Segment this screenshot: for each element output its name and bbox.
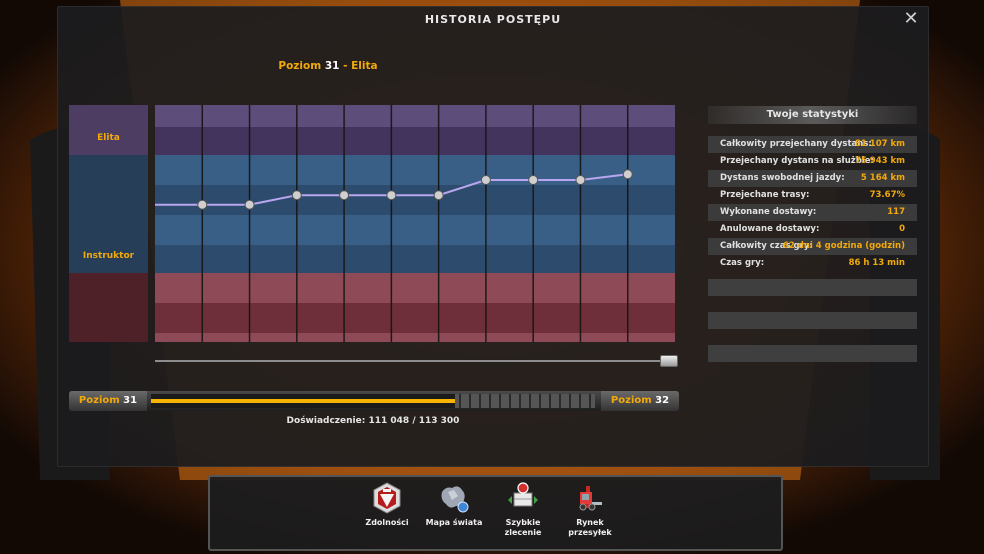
nav-freight-market[interactable]: Rynek przesyłek	[555, 480, 625, 538]
chart-data-point	[575, 175, 586, 185]
next-level-prefix: Poziom	[610, 395, 652, 406]
stat-value: 62 dni 4 godzina (godzin)	[783, 241, 905, 251]
experience-progress-bar: Poziom 31 Poziom 32	[69, 391, 679, 411]
skills-icon	[373, 482, 401, 514]
stat-value: 117	[887, 207, 905, 217]
stat-label: Przejechane trasy:	[720, 190, 810, 200]
stat-row: Całkowity czas gry: 62 dni 4 godzina (god…	[708, 238, 917, 255]
statistics-header: Twoje statystyki	[708, 106, 917, 124]
rank-band-instruktor	[69, 155, 148, 273]
current-level-prefix: Poziom	[78, 395, 120, 406]
stat-label: Dystans swobodnej jazdy:	[720, 173, 845, 183]
bottom-nav-bar	[208, 475, 783, 551]
chart-band-stripe	[155, 127, 675, 155]
nav-quick-job[interactable]: Szybkie zlecenie	[488, 480, 558, 538]
world-map-icon	[441, 486, 469, 513]
stat-empty-row	[708, 312, 917, 329]
statistics-rows: Całkowity przejechany dystans: 81 107 km P…	[708, 136, 917, 272]
chart-data-point	[291, 190, 302, 201]
close-icon[interactable]: ✕	[903, 8, 919, 29]
progress-fill	[151, 394, 456, 408]
stat-label: Wykonane dostawy:	[720, 207, 817, 217]
chart-data-point	[480, 175, 491, 185]
chart-data-point	[197, 199, 208, 210]
stat-row: Przejechany dystans na służbie: 75 943 km	[708, 153, 917, 170]
chart-band-stripe	[155, 185, 675, 215]
chart-band-stripe	[155, 273, 675, 303]
chart-data-point	[244, 199, 255, 210]
stat-row: Anulowane dostawy: 0	[708, 221, 917, 238]
stat-label: Przejechany dystans na służbie:	[720, 156, 874, 166]
next-level-number: 32	[655, 395, 670, 406]
rank-name: - Elita	[343, 60, 378, 72]
current-level-number: 31	[123, 395, 138, 406]
chart-data-point	[528, 175, 539, 185]
window-title: HISTORIA POSTĘPU	[424, 13, 562, 26]
chart-band-stripe	[155, 105, 675, 127]
progress-track	[151, 394, 595, 408]
nav-world-map[interactable]: Mapa świata	[419, 480, 489, 528]
nav-skills[interactable]: Zdolności	[352, 480, 422, 528]
stat-row: Dystans swobodnej jazdy: 5 164 km	[708, 170, 917, 187]
chart-band-stripe	[155, 333, 675, 342]
nav-quick-job-label: Szybkie zlecenie	[504, 518, 542, 537]
stat-empty-row	[708, 279, 917, 296]
nav-world-map-label: Mapa świata	[425, 518, 483, 527]
statistics-panel: Twoje statystyki Całkowity przejechany d…	[708, 106, 917, 362]
chart-data-point	[433, 190, 444, 201]
stat-value: 75 943 km	[855, 156, 905, 166]
level-number: 31	[324, 60, 340, 72]
stat-value: 86 h 13 min	[848, 258, 905, 268]
chart-band-stripe	[155, 245, 675, 273]
stat-value: 5 164 km	[860, 173, 905, 183]
chart-data-point	[386, 190, 397, 201]
chart-band-stripe	[155, 215, 675, 245]
stat-row: Wykonane dostawy: 117	[708, 204, 917, 221]
stat-value: 0	[899, 224, 905, 234]
chart-scroll-thumb[interactable]	[660, 355, 678, 367]
stat-empty-row	[708, 345, 917, 362]
quick-job-icon	[508, 482, 538, 507]
stat-row: Całkowity przejechany dystans: 81 107 km	[708, 136, 917, 153]
chart-band-stripe	[155, 303, 675, 333]
rank-column: Elita Instruktor	[69, 105, 148, 342]
chart-band-stripe	[155, 155, 675, 185]
level-prefix: Poziom	[278, 60, 322, 72]
current-level-cap: Poziom 31	[69, 391, 147, 411]
experience-text: Doświadczenie: 111 048 / 113 300	[286, 416, 460, 426]
next-level-cap: Poziom 32	[601, 391, 679, 411]
level-heading: Poziom 31 - Elita	[58, 60, 598, 72]
stat-label: Całkowity czas gry:	[720, 241, 813, 251]
nav-freight-market-label: Rynek przesyłek	[568, 518, 612, 537]
progress-chart: 155156157158159160161162163164	[155, 105, 675, 342]
stat-label: Czas gry:	[720, 258, 765, 268]
stat-label: Całkowity przejechany dystans:	[720, 139, 872, 149]
rank-band-lower	[69, 273, 148, 342]
stat-value: 81 107 km	[855, 139, 905, 149]
rank-band-elita	[69, 105, 148, 155]
stat-value: 73.67%	[869, 190, 905, 200]
stat-label: Anulowane dostawy:	[720, 224, 820, 234]
chart-data-point	[622, 169, 633, 180]
rank-label-instruktor: Instruktor	[82, 251, 135, 261]
nav-skills-label: Zdolności	[365, 518, 409, 527]
progress-history-window: HISTORIA POSTĘPU ✕ Poziom 31 - Elita Eli…	[57, 6, 929, 467]
chart-scroll-track[interactable]	[155, 360, 675, 362]
freight-market-icon	[579, 486, 602, 511]
stat-row: Czas gry: 86 h 13 min	[708, 255, 917, 272]
stat-row: Przejechane trasy: 73.67%	[708, 187, 917, 204]
rank-label-elita: Elita	[97, 133, 120, 143]
chart-data-point	[339, 190, 350, 201]
